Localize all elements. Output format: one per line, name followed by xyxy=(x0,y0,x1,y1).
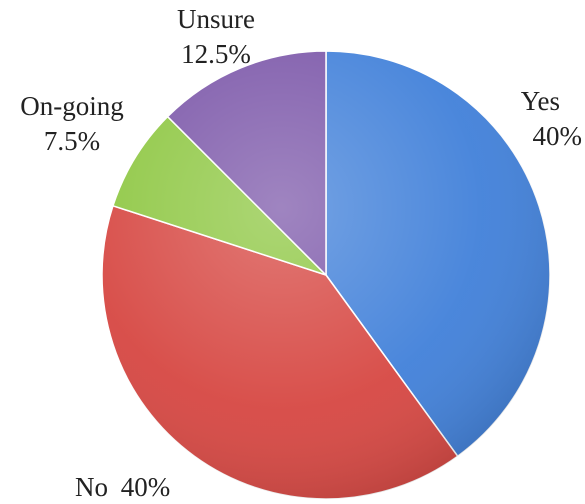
slice-label-unsure: Unsure 12.5% xyxy=(177,4,255,69)
slice-label-unsure-name: Unsure xyxy=(177,4,255,34)
slice-label-on-going: On-going 7.5% xyxy=(20,91,124,156)
slice-label-on-going-name: On-going xyxy=(20,91,124,121)
slice-label-no-name: No xyxy=(75,472,108,502)
slice-label-unsure-value: 12.5% xyxy=(181,39,251,69)
slice-label-yes-name: Yes xyxy=(521,86,560,116)
slice-label-no-value: 40% xyxy=(121,472,171,502)
slice-label-yes-value: 40% xyxy=(533,121,583,151)
slice-label-on-going-value: 7.5% xyxy=(44,126,100,156)
svg-text:No 40%: No 40% xyxy=(75,472,170,502)
slice-label-yes: Yes 40% xyxy=(521,86,582,151)
slice-label-no: No 40% xyxy=(75,472,170,502)
pie-slices xyxy=(101,50,551,500)
